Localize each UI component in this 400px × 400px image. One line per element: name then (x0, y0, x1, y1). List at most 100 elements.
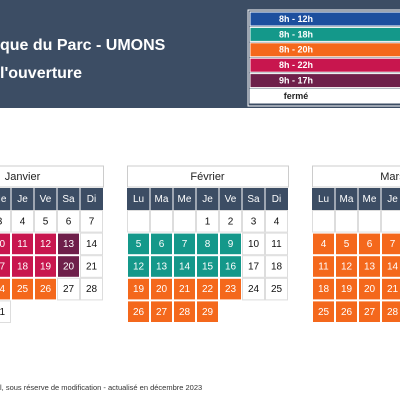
day-number: 27 (364, 307, 376, 318)
day-cell (381, 277, 400, 301)
day-number: 5 (344, 239, 350, 250)
day-cell (358, 255, 381, 278)
day-number: 20 (364, 284, 376, 295)
legend-swatch (249, 11, 400, 27)
day-cell (335, 210, 358, 233)
day-number: 19 (40, 262, 52, 273)
month-title: Mars (380, 171, 400, 183)
month-title-box (312, 165, 400, 188)
day-cell (127, 277, 150, 301)
weekday: Je (17, 194, 28, 205)
day-number: 5 (136, 239, 142, 250)
day-cell (381, 232, 400, 256)
day-number: 7 (182, 239, 188, 250)
day-number: 15 (202, 262, 214, 273)
day-cell (312, 210, 335, 233)
day-cell (0, 255, 11, 278)
weekday-band (127, 188, 288, 210)
day-cell (312, 255, 335, 278)
day-number: 24 (248, 284, 260, 295)
day-cell (219, 210, 242, 233)
legend-swatch (249, 26, 400, 42)
day-number: 25 (271, 284, 283, 295)
month-title-box (0, 165, 104, 188)
day-cell (34, 210, 57, 233)
day-number: 10 (248, 239, 260, 250)
day-number: 20 (63, 262, 75, 273)
weekday-band (312, 188, 400, 210)
day-cell (0, 210, 11, 233)
day-number: 24 (0, 284, 5, 295)
day-cell (34, 277, 57, 301)
day-cell (150, 232, 173, 256)
month-title: Janvier (5, 171, 41, 183)
day-number: 11 (318, 262, 329, 273)
weekday: Me (178, 194, 192, 205)
day-cell (127, 300, 150, 323)
day-cell (127, 232, 150, 256)
day-cell (34, 255, 57, 278)
day-number: 18 (17, 262, 29, 273)
day-cell (173, 277, 196, 301)
day-number: 14 (86, 239, 98, 250)
weekday: Lu (318, 194, 329, 205)
day-cell (219, 255, 242, 278)
day-cell (312, 232, 335, 256)
legend-label: 8h - 18h (279, 29, 313, 39)
day-number: 4 (274, 216, 280, 227)
day-cell (335, 300, 358, 323)
day-cell (196, 300, 219, 323)
legend-label: 8h - 12h (279, 14, 313, 24)
day-cell (150, 255, 173, 278)
day-cell (358, 300, 381, 323)
day-cell (127, 210, 150, 233)
day-cell (173, 232, 196, 256)
day-number: 6 (159, 239, 165, 250)
day-number: 12 (40, 239, 52, 250)
day-number: 12 (133, 262, 145, 273)
day-cell (173, 255, 196, 278)
day-cell (335, 255, 358, 278)
day-number: 23 (225, 284, 237, 295)
day-number: 1 (205, 216, 211, 227)
day-cell (265, 255, 288, 278)
day-number: 21 (387, 284, 399, 295)
day-cell (335, 277, 358, 301)
legend-frame (247, 9, 400, 107)
weekday: Ma (340, 194, 354, 205)
day-cell (219, 232, 242, 256)
weekday: Sa (62, 194, 75, 205)
legend-swatch (249, 88, 400, 104)
day-number: 18 (271, 262, 283, 273)
legend-label: 8h - 20h (279, 45, 313, 55)
day-cell (242, 255, 265, 278)
day-number: 26 (40, 284, 52, 295)
weekday: Lu (133, 194, 144, 205)
weekday: Je (387, 194, 398, 205)
day-number: 14 (179, 262, 191, 273)
day-number: 18 (318, 284, 330, 295)
day-number: 10 (0, 239, 5, 250)
day-cell (0, 232, 11, 256)
day-number: 12 (341, 262, 353, 273)
day-number: 21 (86, 262, 98, 273)
day-cell (57, 255, 80, 278)
day-number: 13 (63, 239, 75, 250)
day-cell (196, 277, 219, 301)
day-number: 2 (228, 216, 234, 227)
day-cell (80, 255, 103, 278)
day-number: 20 (156, 284, 168, 295)
day-number: 4 (321, 239, 327, 250)
day-number: 16 (225, 262, 237, 273)
day-number: 19 (133, 284, 145, 295)
day-cell (265, 210, 288, 233)
day-cell (358, 232, 381, 256)
day-cell (265, 232, 288, 256)
day-number: 5 (43, 216, 49, 227)
day-number: 9 (228, 239, 234, 250)
day-number: 25 (17, 284, 29, 295)
day-cell (57, 210, 80, 233)
day-number: 17 (0, 262, 5, 273)
day-number: 7 (390, 239, 396, 250)
